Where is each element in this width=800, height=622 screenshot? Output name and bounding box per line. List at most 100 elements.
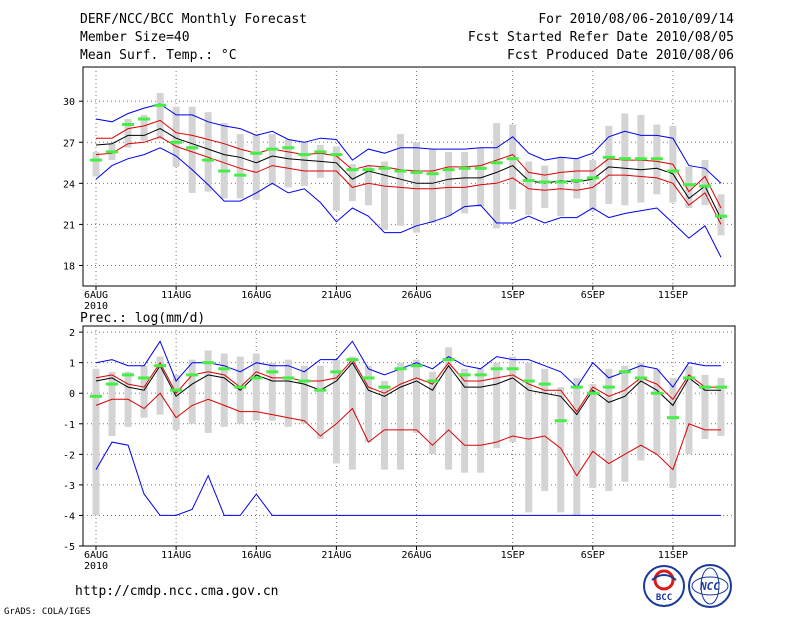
x-tick-label: 6AUG (84, 550, 108, 561)
spread-bar (204, 350, 212, 433)
y-tick-label: -1 (63, 420, 75, 431)
obs-marker (602, 385, 615, 389)
obs-marker (362, 168, 375, 172)
spread-bar (669, 377, 677, 488)
obs-marker (154, 103, 167, 107)
spread-bar (156, 93, 164, 140)
obs-marker (570, 385, 583, 389)
mean-line (95, 361, 721, 416)
chart-title: DERF/NCC/BCC Monthly Forecast (80, 12, 307, 27)
spread-bar (477, 147, 485, 207)
spread-bar (557, 387, 565, 513)
grads-credit: GrADS: COLA/IGES (4, 607, 91, 617)
bcc-logo-text: BCC (656, 593, 672, 603)
spread-bar (477, 368, 485, 473)
spread-bar (92, 368, 100, 516)
forecast-period-label: For 2010/08/06-2010/09/14 (538, 12, 734, 27)
spread-bar (717, 377, 725, 436)
obs-marker (522, 379, 535, 383)
spread-bar (445, 347, 453, 470)
y-tick-label: -3 (63, 481, 75, 492)
obs-marker (426, 379, 439, 383)
x-tick-label: 21AUG (321, 550, 351, 561)
spread-bar (701, 160, 709, 206)
obs-marker (570, 179, 583, 183)
spread-bar (380, 381, 388, 470)
obs-marker (282, 146, 295, 150)
spread-bar (509, 124, 517, 210)
x-tick-label: 16AUG (241, 290, 271, 301)
ncc-logo: NCC (688, 564, 732, 608)
started-refer-date-label: Fcst Started Refer Date 2010/08/05 (468, 30, 734, 45)
min-line (95, 441, 721, 516)
obs-marker (554, 419, 567, 423)
x-tick-label: 26AUG (401, 290, 431, 301)
obs-marker (474, 166, 487, 170)
obs-marker (170, 140, 183, 144)
precip-title: Prec.: log(mm/d) (80, 311, 205, 326)
obs-marker (170, 388, 183, 392)
x-year-label: 2010 (84, 301, 108, 312)
obs-marker (266, 370, 279, 374)
bcc-logo-arc (651, 574, 677, 581)
obs-marker (410, 170, 423, 174)
x-tick-label: 21AUG (321, 290, 351, 301)
obs-marker (346, 168, 359, 172)
y-tick-label: 2 (69, 328, 75, 339)
spread-bar (621, 365, 629, 482)
ncc-logo-globe-lat (691, 576, 729, 596)
spread-bar (429, 149, 437, 224)
spread-bar (493, 362, 501, 449)
x-tick-label: 6AUG (84, 290, 108, 301)
obs-marker (266, 147, 279, 151)
obs-marker (715, 214, 727, 218)
spread-bar (573, 377, 581, 516)
spread-bar (573, 158, 581, 199)
x-tick-label: 16AUG (241, 550, 271, 561)
obs-marker (122, 122, 135, 126)
max-line (95, 340, 721, 388)
spread-bar (172, 374, 180, 430)
obs-marker (378, 385, 391, 389)
obs-marker (442, 358, 455, 362)
obs-marker (298, 379, 311, 383)
x-tick-label: 26AUG (401, 550, 431, 561)
obs-marker (490, 367, 503, 371)
obs-marker (442, 168, 455, 172)
spread-bar (525, 362, 533, 513)
obs-marker (538, 180, 551, 184)
obs-marker (106, 382, 119, 386)
obs-marker (250, 376, 263, 380)
obs-marker (426, 172, 439, 176)
obs-marker (666, 416, 679, 420)
spread-bar (252, 134, 260, 200)
obs-marker (138, 376, 151, 380)
spread-bar (364, 365, 372, 443)
obs-marker (618, 157, 631, 161)
spread-bar (509, 356, 517, 443)
y-tick-label: 1 (69, 359, 75, 370)
spread-bar (605, 125, 613, 204)
bcc-logo: BCC (643, 565, 685, 607)
spread-bar (108, 371, 116, 436)
obs-marker (586, 391, 599, 395)
spread-bar (188, 106, 196, 193)
obs-marker (394, 367, 407, 371)
obs-marker (458, 373, 471, 377)
spread-bar (541, 165, 549, 208)
max-line (95, 103, 722, 184)
variable-label: Mean Surf. Temp.: °C (80, 48, 237, 63)
spread-bar (701, 374, 709, 440)
obs-marker (186, 373, 199, 377)
spread-bar (461, 368, 469, 473)
spread-bar (525, 161, 533, 215)
spread-bar (493, 123, 501, 229)
obs-marker (522, 179, 535, 183)
spread-bar (268, 362, 276, 421)
spread-bar (396, 134, 404, 226)
spread-bar (541, 368, 549, 491)
spread-bar (637, 362, 645, 461)
obs-marker (90, 158, 102, 162)
spread-bar (156, 356, 164, 415)
